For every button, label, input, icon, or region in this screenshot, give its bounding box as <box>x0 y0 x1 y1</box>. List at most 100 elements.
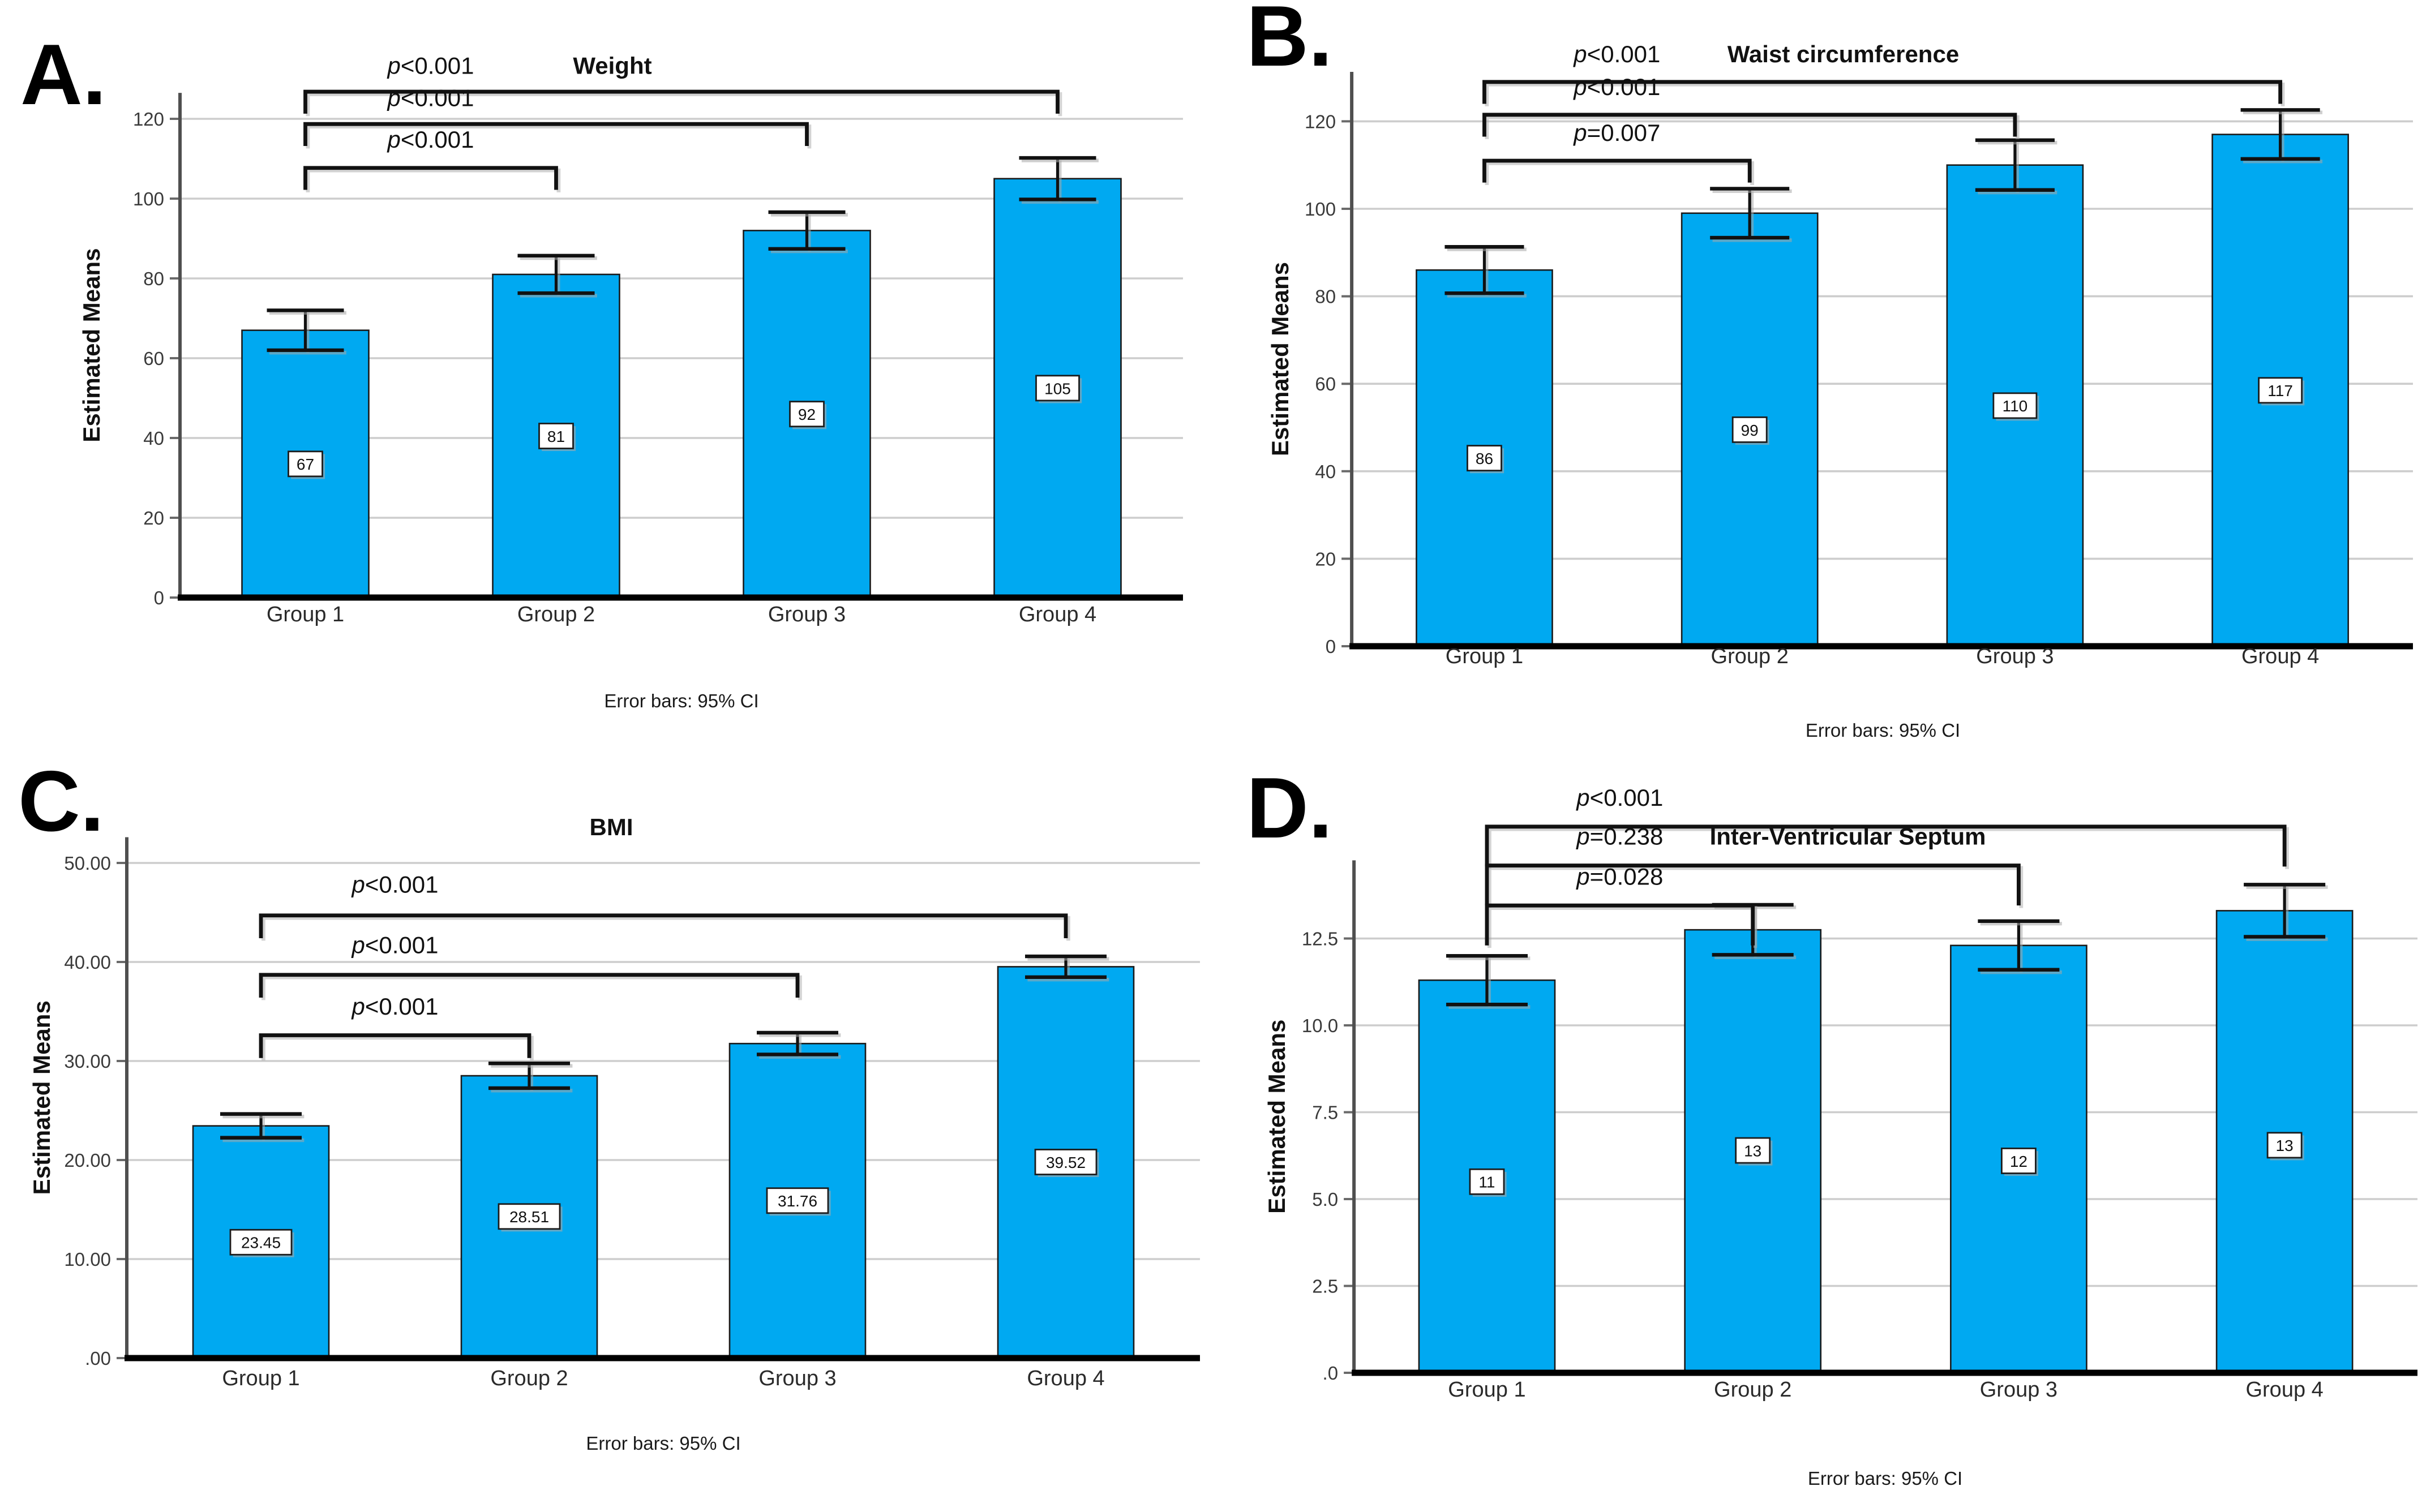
x-axis-tick-label: Group 2 <box>1711 645 1789 668</box>
significance-bracket-shadow <box>1487 866 2024 908</box>
chart-title: Waist circumference <box>1727 41 1959 67</box>
p-value-label-2: p=0.238 <box>1575 823 1663 850</box>
bar-value-box <box>1469 1168 1505 1195</box>
p-value-label-2: p<0.001 <box>387 84 474 111</box>
significance-bracket-3 <box>303 166 558 190</box>
error-bars-caption: Error bars: 95% CI <box>604 690 758 711</box>
panel-letter: C. <box>18 756 104 849</box>
p-value-label-3: p<0.001 <box>351 993 439 1020</box>
significance-bracket-3 <box>259 1033 531 1058</box>
x-axis-tick-label: Group 1 <box>222 1367 299 1390</box>
bar-value-box <box>288 450 323 478</box>
significance-bracket-3 <box>1482 158 1752 183</box>
chart-weight: 0 20 40 60 80 100 120 Group 1 Group 2 Group 3 Grou… <box>20 27 1183 711</box>
bar-value-box <box>766 1187 829 1214</box>
y-axis-tick-label: 60 <box>143 348 164 369</box>
bar-value-label: 81 <box>547 428 565 445</box>
p-value-label-2: p<0.001 <box>351 931 439 958</box>
y-axis-tick-label: 80 <box>1315 286 1336 307</box>
significance-bracket-shadow <box>306 92 1062 117</box>
bar-value-label: 110 <box>2003 397 2028 415</box>
p-value-label-2: p<0.001 <box>1572 74 1660 100</box>
significance-bracket-shadow <box>1487 827 2289 869</box>
x-axis-tick-label: Group 1 <box>267 603 344 626</box>
y-axis-tick-label: 30.00 <box>64 1051 111 1072</box>
panel-letter: D. <box>1246 760 1332 856</box>
x-axis-tick-label: Group 3 <box>758 1367 836 1390</box>
y-axis-label: Estimated Means <box>28 1000 55 1195</box>
p-value-label-1: p<0.001 <box>1575 784 1663 811</box>
significance-bracket-1 <box>1482 80 2283 104</box>
bar-value-label: 99 <box>1741 422 1759 439</box>
significance-bracket-1 <box>303 89 1060 114</box>
bar-value-label: 39.52 <box>1046 1154 1086 1171</box>
x-axis-tick-label: Group 2 <box>517 603 595 626</box>
y-axis-tick-label: 10.0 <box>1302 1015 1338 1036</box>
bar-value-label: 13 <box>1744 1142 1761 1159</box>
y-axis-tick-label: 10.00 <box>64 1249 111 1270</box>
p-value-label-3: p=0.007 <box>1572 119 1660 146</box>
bar-value-label: 12 <box>2010 1153 2027 1170</box>
y-axis-tick-label: 120 <box>133 109 164 130</box>
significance-bracket-shadow <box>306 168 561 192</box>
x-axis-tick-label: Group 3 <box>768 603 846 626</box>
y-axis-tick-label: 100 <box>133 188 164 209</box>
bar-value-box <box>1992 392 2038 419</box>
significance-bracket-shadow <box>262 1036 534 1061</box>
bar-value-box <box>538 423 574 449</box>
p-value-label-3: p=0.028 <box>1575 863 1663 890</box>
bar-value-box <box>789 401 825 428</box>
significance-bracket-shadow <box>1485 82 2285 106</box>
significance-bracket-shadow <box>262 975 802 1000</box>
y-axis-tick-label: 20 <box>1315 548 1336 569</box>
significance-bracket-shadow <box>306 124 812 149</box>
bar-value-box <box>2258 377 2303 404</box>
y-axis-tick-label: 40 <box>1315 461 1336 482</box>
bar-value-label: 105 <box>1044 380 1071 397</box>
x-axis-tick-label: Group 1 <box>1448 1378 1525 1402</box>
significance-bracket-shadow <box>1485 161 1754 186</box>
bar-value-label: 11 <box>1478 1174 1495 1191</box>
y-axis-tick-label: 50.00 <box>64 853 111 874</box>
error-bars-caption: Error bars: 95% CI <box>1806 720 1960 741</box>
significance-bracket-shadow <box>1485 115 2020 139</box>
y-axis-tick-label: 7.5 <box>1312 1102 1338 1123</box>
x-axis-tick-label: Group 4 <box>2245 1378 2323 1402</box>
bar-value-label: 31.76 <box>778 1192 817 1210</box>
bar-value-box <box>1735 1137 1771 1164</box>
y-axis-tick-label: 2.5 <box>1312 1276 1338 1297</box>
chart-inter-ventricular-septum: .0 2.5 5.0 7.5 10.0 12.5 Group 1 Group 2 Group 3… <box>1246 760 2417 1489</box>
y-axis-tick-label: 60 <box>1315 373 1336 394</box>
bar-value-box <box>498 1203 561 1230</box>
y-axis-tick-label: 0 <box>1326 636 1336 657</box>
bar-value-box <box>1467 445 1502 472</box>
bar-value-label: 92 <box>798 406 816 423</box>
chart-bmi: .00 10.00 20.00 30.00 40.00 50.00 Group 1 Group… <box>18 756 1200 1454</box>
p-value-label-3: p<0.001 <box>387 126 474 153</box>
x-axis-tick-label: Group 3 <box>1980 1378 2057 1402</box>
significance-bracket-2 <box>1482 113 2017 137</box>
p-value-label-1: p<0.001 <box>1572 41 1660 67</box>
error-bars-caption: Error bars: 95% CI <box>1808 1468 1962 1489</box>
x-axis-tick-label: Group 2 <box>490 1367 568 1390</box>
panel-letter: B. <box>1246 0 1332 84</box>
bar-value-label: 23.45 <box>241 1234 281 1252</box>
bar-value-box <box>1034 1149 1098 1175</box>
y-axis-tick-label: 40 <box>143 428 164 449</box>
chart-waist-circumference: 0 20 40 60 80 100 120 Group 1 Group 2 Group 3 Grou… <box>1246 0 2413 741</box>
y-axis-tick-label: 12.5 <box>1302 929 1338 950</box>
y-axis-tick-label: 40.00 <box>64 952 111 973</box>
y-axis-tick-label: 100 <box>1305 199 1336 220</box>
y-axis-tick-label: 5.0 <box>1312 1189 1338 1210</box>
y-axis-label: Estimated Means <box>1263 1020 1290 1214</box>
significance-bracket-1 <box>259 913 1068 938</box>
bar-value-box <box>229 1228 293 1256</box>
x-axis-tick-label: Group 4 <box>2241 645 2319 668</box>
chart-title: Inter-Ventricular Septum <box>1710 823 1986 850</box>
x-axis-tick-label: Group 3 <box>1976 645 2054 668</box>
error-bars-caption: Error bars: 95% CI <box>586 1433 740 1454</box>
significance-bracket-2 <box>303 122 809 146</box>
bar-value-box <box>2266 1132 2303 1159</box>
y-axis-tick-label: 20.00 <box>64 1150 111 1171</box>
y-axis-tick-label: 20 <box>143 508 164 529</box>
